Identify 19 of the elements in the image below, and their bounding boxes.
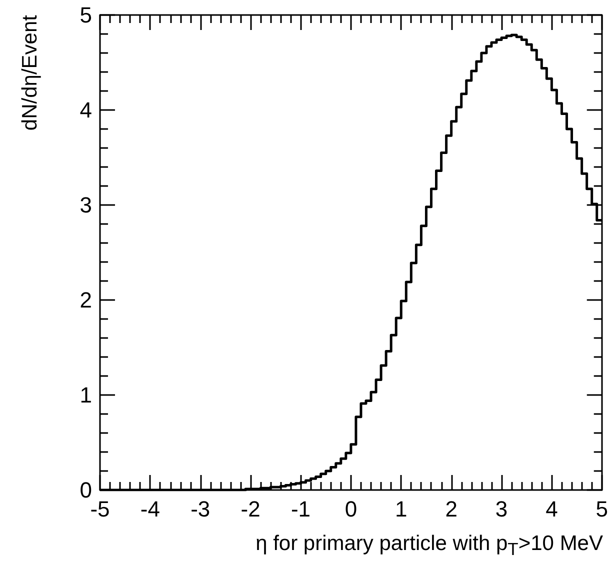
x-tick-label: -3 <box>190 496 210 522</box>
x-tick-label: -5 <box>90 496 110 522</box>
x-tick-label: 3 <box>495 496 508 522</box>
y-tick-label: 4 <box>80 98 92 122</box>
y-axis-title: dN/dη/Event <box>18 14 42 131</box>
x-tick-label: -2 <box>240 496 260 522</box>
y-tick-label: 0 <box>80 478 92 502</box>
y-tick-label: 5 <box>80 2 92 28</box>
x-tick-label: 1 <box>395 496 408 522</box>
x-tick-label: -1 <box>290 496 311 522</box>
y-tick-label: 1 <box>80 382 92 408</box>
x-axis-title: η for primary particle with p$_{T}$>10 MeV <box>256 532 603 560</box>
x-tick-label: 0 <box>344 496 358 522</box>
x-tick-label: 5 <box>596 496 608 522</box>
x-tick-label: 2 <box>445 496 458 522</box>
y-tick-label: 3 <box>80 192 92 218</box>
x-tick-label: -4 <box>140 496 160 522</box>
x-tick-label: 4 <box>546 496 558 522</box>
y-tick-label: 2 <box>80 288 92 312</box>
